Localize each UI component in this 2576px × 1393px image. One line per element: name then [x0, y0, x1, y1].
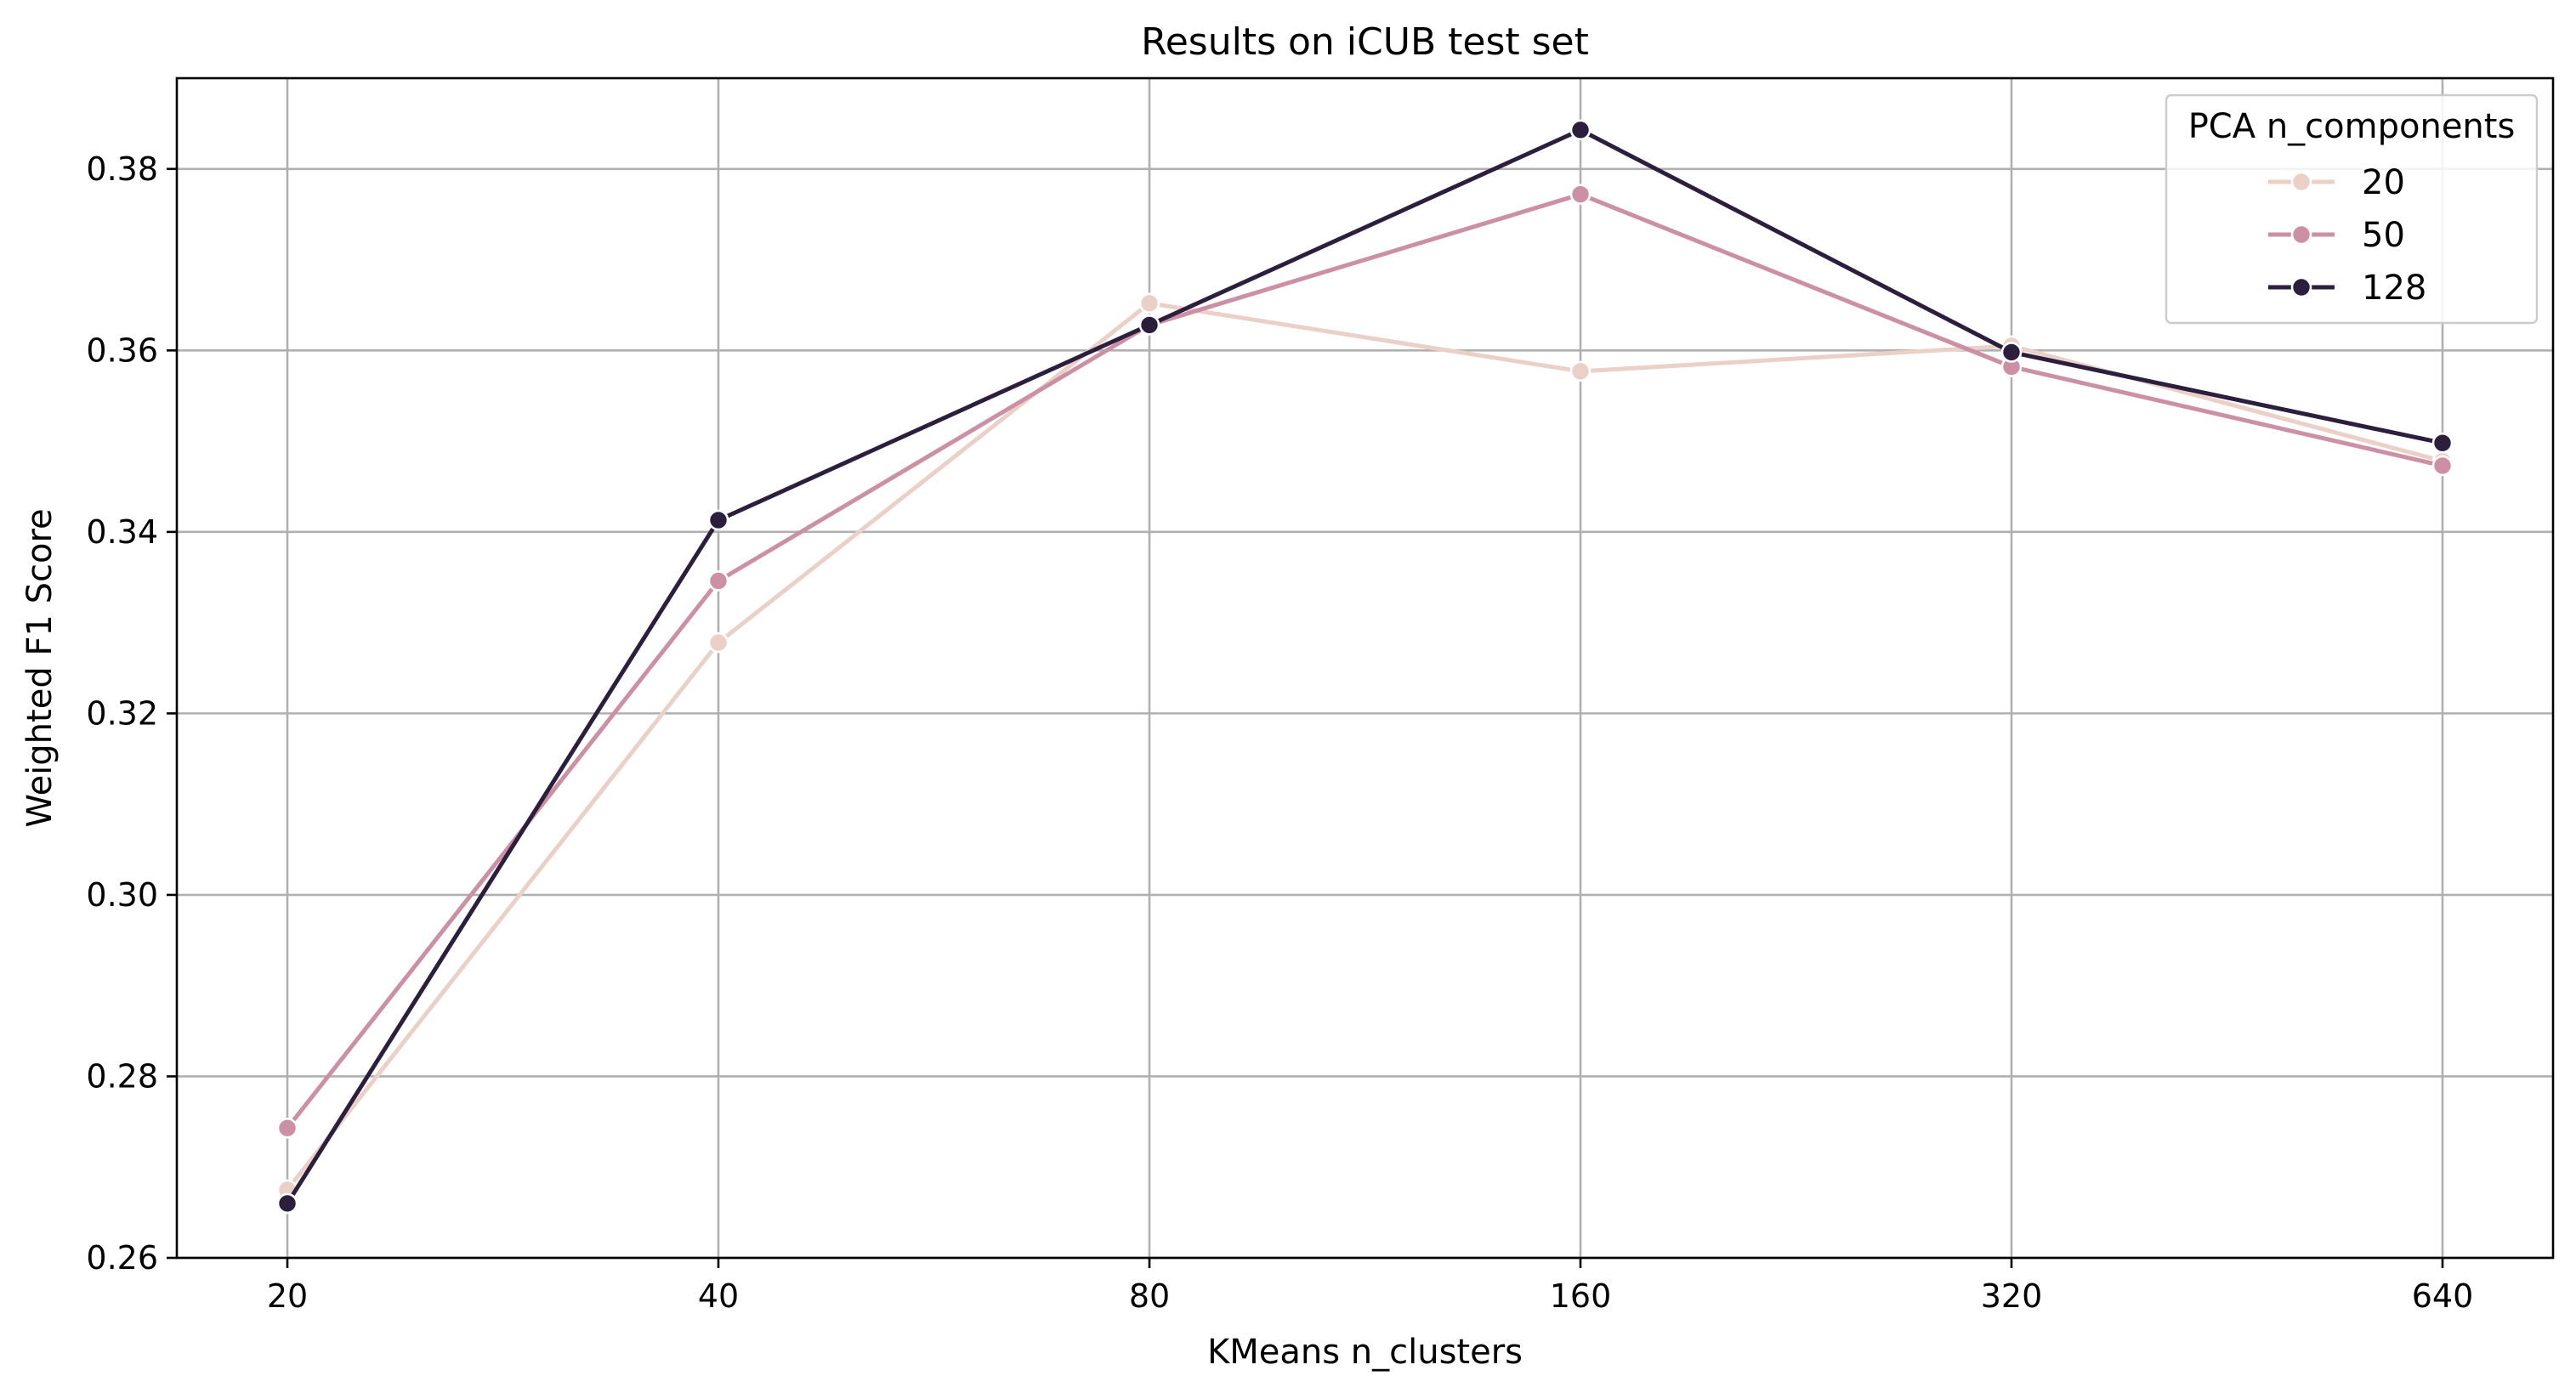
data-point-128: [707, 509, 729, 531]
data-point-50: [1569, 184, 1592, 205]
series-line-20: [286, 301, 2443, 1192]
legend-swatch-marker: [2290, 276, 2312, 298]
legend-item-50: 50: [2268, 216, 2405, 255]
x-tick-label: 20: [267, 1277, 308, 1315]
legend-swatch-marker: [2290, 224, 2312, 246]
y-tick-label: 0.34: [86, 513, 158, 551]
x-tick-label: 160: [1550, 1277, 1612, 1315]
legend-item-128: 128: [2268, 269, 2426, 308]
data-point-128: [2000, 342, 2023, 363]
x-tick-label: 320: [1981, 1277, 2043, 1315]
x-tick-label: 80: [1129, 1277, 1170, 1315]
plot-frame: [175, 76, 2555, 1260]
y-tick-label: 0.38: [86, 150, 158, 188]
data-point-20: [1569, 360, 1592, 382]
x-axis-label: KMeans n_clusters: [1207, 1333, 1523, 1372]
chart-title: Results on iCUB test set: [1141, 20, 1589, 64]
y-tick-label: 0.32: [86, 694, 158, 732]
data-point-128: [1138, 314, 1160, 336]
y-axis-label: Weighted F1 Score: [20, 508, 60, 827]
y-tick-label: 0.30: [86, 876, 158, 914]
data-point-50: [276, 1118, 298, 1139]
series-50: [276, 184, 2454, 1139]
x-tick-label: 640: [2412, 1277, 2474, 1315]
legend-box: [2165, 93, 2539, 325]
data-point-20: [1138, 292, 1160, 314]
legend-swatch-marker: [2290, 171, 2312, 193]
legend: PCA n_components 20 50 128: [2165, 93, 2539, 325]
series-group: [276, 119, 2454, 1215]
y-tick-label: 0.36: [86, 331, 158, 369]
data-point-50: [2431, 455, 2454, 477]
series-line-128: [285, 127, 2443, 1205]
legend-title: PCA n_components: [2188, 107, 2516, 146]
legend-label: 50: [2362, 216, 2405, 255]
data-point-50: [707, 570, 729, 592]
x-tick-label: 40: [698, 1277, 739, 1315]
data-point-20: [707, 631, 729, 654]
y-tick-label: 0.28: [86, 1057, 158, 1095]
data-point-128: [2431, 432, 2454, 454]
legend-item-20: 20: [2268, 163, 2405, 202]
y-tick-label: 0.26: [86, 1239, 158, 1277]
series-line-50: [286, 192, 2443, 1130]
legend-label: 20: [2362, 163, 2405, 202]
series-20: [276, 292, 2454, 1201]
axis-ticks: 20 40 80 160 320 640 0.26 0.28 0.30 0.32 0.34 0.36 0…: [86, 150, 2473, 1315]
data-point-128: [1569, 119, 1592, 141]
series-128: [276, 119, 2454, 1215]
data-point-128: [276, 1192, 298, 1215]
legend-label: 128: [2362, 269, 2426, 308]
legend-items: 20 50 128: [2268, 163, 2426, 308]
